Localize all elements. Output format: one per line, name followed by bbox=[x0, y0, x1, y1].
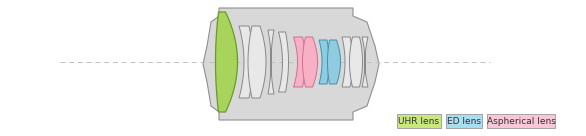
PathPatch shape bbox=[248, 26, 266, 98]
Text: ED lens: ED lens bbox=[447, 117, 481, 126]
PathPatch shape bbox=[216, 12, 237, 112]
PathPatch shape bbox=[294, 37, 305, 87]
Text: UHR lens: UHR lens bbox=[398, 117, 440, 126]
PathPatch shape bbox=[302, 37, 318, 87]
PathPatch shape bbox=[239, 26, 253, 98]
PathPatch shape bbox=[319, 40, 329, 84]
PathPatch shape bbox=[362, 37, 368, 87]
PathPatch shape bbox=[328, 40, 340, 84]
FancyBboxPatch shape bbox=[487, 114, 555, 128]
Text: Aspherical lens: Aspherical lens bbox=[486, 117, 556, 126]
FancyBboxPatch shape bbox=[397, 114, 441, 128]
PathPatch shape bbox=[278, 32, 288, 92]
FancyBboxPatch shape bbox=[446, 114, 482, 128]
PathPatch shape bbox=[349, 37, 363, 87]
PathPatch shape bbox=[342, 37, 353, 87]
PathPatch shape bbox=[268, 30, 274, 94]
Polygon shape bbox=[203, 8, 379, 120]
